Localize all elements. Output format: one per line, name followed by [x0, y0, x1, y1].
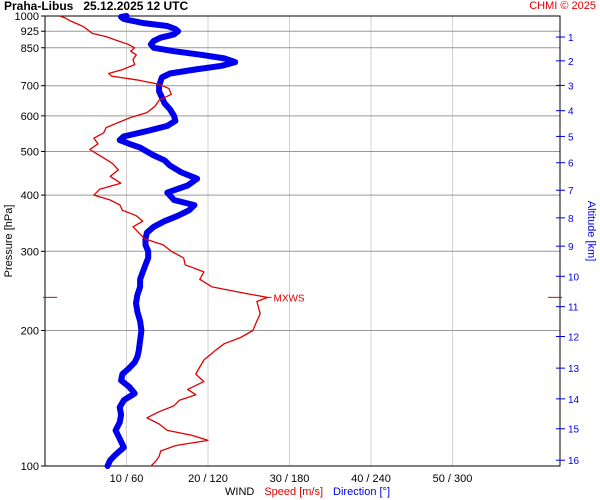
sounding-datetime: 25.12.2025 12 UTC — [83, 0, 189, 13]
altitude-tick-label: 5 — [568, 132, 574, 143]
mxws-label: MXWS — [273, 293, 304, 304]
altitude-tick-label: 3 — [568, 81, 574, 92]
altitude-tick-label: 10 — [568, 272, 580, 283]
series — [59, 13, 269, 469]
x-axis-label-wind: WIND — [225, 486, 254, 498]
x-axis-label-direction: Direction [°] — [333, 486, 390, 498]
pressure-tick-label: 700 — [21, 81, 39, 93]
x-axis-legend: WIND Speed [m/s] Direction [°] — [225, 486, 390, 498]
direction-series-line — [104, 13, 239, 469]
x-tick-label: 10 / 60 — [110, 473, 144, 485]
plot-frame — [44, 15, 561, 467]
pressure-tick-label: 600 — [21, 111, 39, 123]
pressure-tick-label: 850 — [21, 43, 39, 55]
altitude-tick-label: 7 — [568, 186, 574, 197]
altitude-tick-label: 4 — [568, 107, 574, 118]
altitude-tick-label: 16 — [568, 456, 580, 467]
x-tick-label: 50 / 300 — [433, 473, 473, 485]
altitude-tick-label: 6 — [568, 159, 574, 170]
station-name: Praha-Libus — [4, 0, 74, 13]
altitude-tick-label: 9 — [568, 242, 574, 253]
x-tick-label: 30 / 180 — [270, 473, 310, 485]
altitude-tick-label: 15 — [568, 425, 580, 436]
pressure-tick-label: 1000 — [15, 11, 39, 23]
altitude-tick-label: 12 — [568, 332, 580, 343]
altitude-tick-label: 1 — [568, 33, 574, 44]
altitude-tick-label: 11 — [568, 303, 579, 314]
pressure-tick-label: 925 — [21, 26, 39, 38]
altitude-tick-label: 2 — [568, 57, 574, 68]
labels: 10 / 60 20 / 120 30 / 180 40 / 240 50 / 300 1… — [3, 11, 597, 498]
pressure-tick-label: 100 — [21, 461, 39, 473]
y-axis-label: Pressure [hPa] — [3, 205, 15, 278]
altitude-axis-label: Altitude [km] — [585, 201, 597, 262]
copyright: CHMI © 2025 — [529, 0, 596, 12]
pressure-tick-label: 500 — [21, 146, 39, 158]
speed-series-line — [59, 15, 269, 467]
pressure-tick-label: 300 — [21, 246, 39, 258]
pressure-tick-label: 400 — [21, 190, 39, 202]
axes — [41, 15, 565, 467]
pressure-tick-label: 200 — [21, 326, 39, 338]
altitude-tick-label: 13 — [568, 364, 580, 375]
chart-title: Praha-Libus 25.12.2025 12 UTC — [4, 0, 188, 13]
x-axis-label-speed: Speed [m/s] — [264, 486, 323, 498]
altitude-tick-label: 8 — [568, 214, 574, 225]
x-tick-label: 20 / 120 — [188, 473, 228, 485]
x-tick-label: 40 / 240 — [351, 473, 391, 485]
altitude-tick-label: 14 — [568, 395, 580, 406]
